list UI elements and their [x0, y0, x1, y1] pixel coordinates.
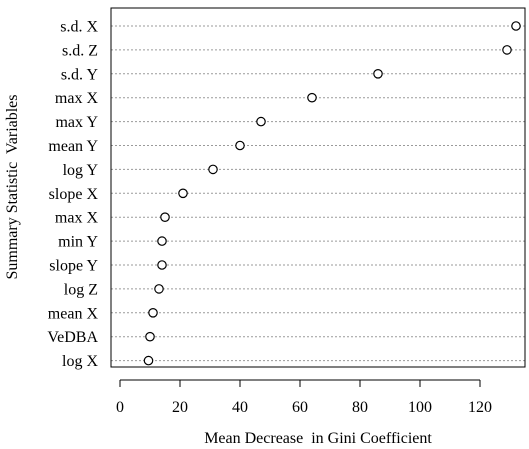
category-label: slope Y [49, 258, 98, 275]
x-tick-label: 100 [408, 399, 432, 416]
category-label: min Y [58, 234, 98, 251]
category-label: log Z [64, 281, 98, 298]
data-point [511, 21, 521, 31]
x-tick-label: 0 [116, 399, 124, 416]
category-label: log Y [63, 162, 99, 179]
category-label: s.d. Z [62, 42, 98, 59]
data-point [157, 236, 167, 246]
x-tick-label: 80 [352, 399, 368, 416]
x-tick-label: 20 [172, 399, 188, 416]
data-point [143, 355, 154, 366]
data-point [502, 45, 512, 55]
y-axis-label: Summary Statistic Variables [4, 94, 21, 279]
plot-frame [110, 7, 526, 368]
x-tick-label: 60 [292, 399, 308, 416]
data-point [178, 188, 188, 199]
category-label: slope X [49, 186, 99, 203]
grid-lines [111, 25, 525, 362]
category-label: max X [55, 90, 99, 107]
category-label: max X [55, 210, 99, 227]
category-labels: s.d. X s.d. Z s.d. Y max X max Y mean Y log Y s… [47, 19, 98, 371]
data-point [208, 164, 218, 175]
category-label: log X [62, 353, 98, 370]
data-point [157, 260, 167, 270]
x-tick-label: 40 [232, 399, 248, 416]
x-axis: 0 20 40 60 80 100 120 [116, 379, 492, 416]
category-label: s.d. X [60, 19, 98, 36]
data-point [154, 284, 164, 294]
category-label: max Y [55, 114, 98, 131]
x-tick-label: 120 [468, 399, 492, 416]
data-point [160, 212, 170, 222]
data-point [256, 116, 266, 127]
category-label: VeDBA [47, 329, 98, 346]
data-point [307, 92, 317, 103]
data-point [373, 69, 383, 79]
category-label: mean Y [48, 138, 98, 155]
category-label: s.d. Y [61, 66, 99, 83]
category-label: mean X [48, 305, 99, 322]
x-axis-label: Mean Decrease in Gini Coefficient [204, 430, 432, 447]
data-points [143, 21, 521, 366]
data-point [145, 331, 155, 342]
data-point [235, 140, 245, 151]
data-point [148, 307, 158, 318]
